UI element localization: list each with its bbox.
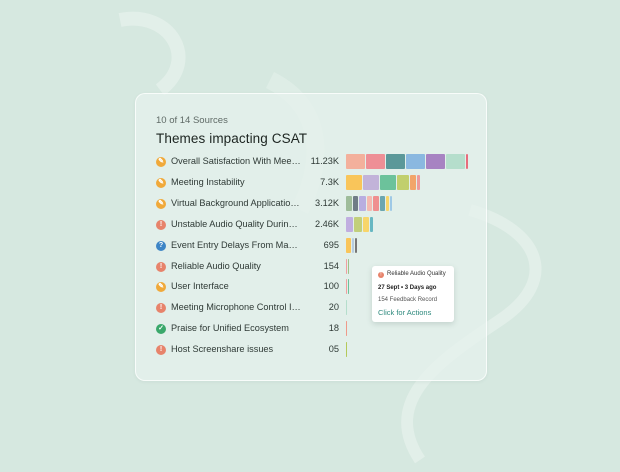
bar-segment[interactable] — [386, 195, 389, 211]
card-title: Themes impacting CSAT — [156, 131, 308, 146]
theme-row[interactable]: ! Reliable Audio Quality 154 — [156, 258, 476, 275]
theme-label: Praise for Unified Ecosystem — [171, 323, 289, 334]
theme-label: Meeting Microphone Control Is... — [171, 302, 301, 313]
bar-segment[interactable] — [406, 154, 425, 169]
theme-row[interactable]: ! Meeting Microphone Control Is... 20 — [156, 300, 476, 316]
theme-label: Reliable Audio Quality — [171, 260, 261, 271]
bar-segment[interactable] — [354, 216, 362, 232]
bar-segment[interactable] — [355, 237, 357, 253]
tooltip-records: 154 Feedback Record — [378, 297, 438, 303]
alert-icon: ! — [156, 345, 166, 356]
theme-count: 05 — [328, 344, 339, 355]
theme-label: Meeting Instability — [171, 176, 245, 187]
alert-icon: ! — [378, 272, 384, 278]
theme-count: 11.23K — [310, 156, 339, 166]
check-icon: ✓ — [156, 324, 166, 335]
theme-label: Event Entry Delays From Mand... — [171, 239, 301, 250]
bar-segment[interactable] — [397, 174, 409, 190]
theme-stacked-bar[interactable] — [346, 195, 393, 212]
bar-segment[interactable] — [410, 174, 416, 190]
lightbulb-icon: ✎ — [156, 157, 166, 167]
bar-tooltip: ! Reliable Audio Quality 27 Sept • 3 Days… — [372, 266, 454, 322]
bar-segment[interactable] — [466, 154, 468, 169]
bar-segment[interactable] — [386, 154, 405, 169]
theme-row[interactable]: ! Unstable Audio Quality During... 2.46K — [156, 216, 476, 233]
tooltip-actions-link[interactable]: Click for Actions — [378, 308, 432, 317]
bar-segment[interactable] — [367, 195, 372, 211]
theme-stacked-bar[interactable] — [346, 300, 348, 316]
tooltip-header: ! Reliable Audio Quality — [378, 271, 446, 278]
bar-segment[interactable] — [346, 342, 347, 358]
theme-count: 3.12K — [314, 197, 339, 208]
bar-segment[interactable] — [363, 216, 369, 232]
theme-stacked-bar[interactable] — [346, 154, 469, 170]
bar-segment[interactable] — [346, 237, 351, 253]
theme-row[interactable]: ✎ Overall Satisfaction With Meeti... 11.23… — [156, 154, 476, 170]
bar-segment[interactable] — [352, 237, 354, 253]
theme-count: 7.3K — [320, 176, 339, 187]
alert-icon: ! — [156, 303, 166, 314]
bar-segment[interactable] — [370, 216, 373, 232]
theme-label: Host Screenshare issues — [171, 344, 274, 355]
theme-count: 695 — [323, 239, 339, 250]
lightbulb-icon: ✎ — [156, 198, 166, 209]
theme-stacked-bar[interactable] — [346, 216, 374, 233]
sources-count: 10 of 14 Sources — [156, 115, 228, 126]
theme-label: Overall Satisfaction With Meeti... — [171, 156, 301, 166]
bar-segment[interactable] — [348, 258, 349, 274]
themes-card: 10 of 14 Sources Themes impacting CSAT ✎… — [135, 93, 487, 381]
theme-count: 2.46K — [314, 218, 339, 229]
theme-row[interactable]: ✎ Virtual Background Application... 3.12K — [156, 195, 476, 212]
theme-stacked-bar[interactable] — [346, 237, 358, 254]
theme-label: User Interface — [171, 281, 229, 292]
theme-count: 18 — [328, 323, 339, 334]
bar-segment[interactable] — [346, 174, 362, 190]
bar-segment[interactable] — [346, 258, 347, 274]
bar-segment[interactable] — [446, 154, 465, 169]
bar-segment[interactable] — [380, 195, 385, 211]
bar-segment[interactable] — [373, 195, 379, 211]
bar-segment[interactable] — [346, 216, 353, 232]
bar-segment[interactable] — [363, 174, 379, 190]
bar-segment[interactable] — [353, 195, 358, 211]
theme-stacked-bar[interactable] — [346, 258, 350, 275]
bar-segment[interactable] — [346, 154, 365, 169]
theme-count: 154 — [323, 260, 339, 271]
tooltip-theme: Reliable Audio Quality — [387, 271, 446, 277]
alert-icon: ! — [156, 261, 166, 272]
bar-segment[interactable] — [366, 154, 385, 169]
theme-stacked-bar[interactable] — [346, 174, 421, 191]
bar-segment[interactable] — [417, 174, 420, 190]
bar-segment[interactable] — [346, 300, 347, 316]
bar-segment[interactable] — [390, 195, 392, 211]
theme-row[interactable]: ✓ Praise for Unified Ecosystem 18 — [156, 321, 476, 337]
theme-row[interactable]: ✎ User Interface 100 — [156, 279, 476, 295]
theme-label: Unstable Audio Quality During... — [171, 218, 301, 229]
theme-stacked-bar[interactable] — [346, 342, 348, 358]
tooltip-date: 27 Sept • 3 Days ago — [378, 285, 437, 291]
bar-segment[interactable] — [346, 279, 347, 295]
bar-segment[interactable] — [346, 321, 347, 337]
theme-row[interactable]: ? Event Entry Delays From Mand... 695 — [156, 237, 476, 254]
bar-segment[interactable] — [380, 174, 396, 190]
theme-count: 20 — [328, 302, 339, 313]
bar-segment[interactable] — [426, 154, 445, 169]
theme-stacked-bar[interactable] — [346, 321, 348, 337]
bar-segment[interactable] — [346, 195, 352, 211]
lightbulb-icon: ✎ — [156, 282, 166, 293]
theme-row[interactable]: ! Host Screenshare issues 05 — [156, 342, 476, 358]
alert-icon: ! — [156, 219, 166, 230]
theme-stacked-bar[interactable] — [346, 279, 350, 295]
bar-segment[interactable] — [348, 279, 349, 295]
theme-row[interactable]: ✎ Meeting Instability 7.3K — [156, 174, 476, 191]
theme-count: 100 — [323, 281, 339, 292]
question-icon: ? — [156, 240, 166, 251]
lightbulb-icon: ✎ — [156, 177, 166, 188]
theme-label: Virtual Background Application... — [171, 197, 301, 208]
bar-segment[interactable] — [359, 195, 366, 211]
